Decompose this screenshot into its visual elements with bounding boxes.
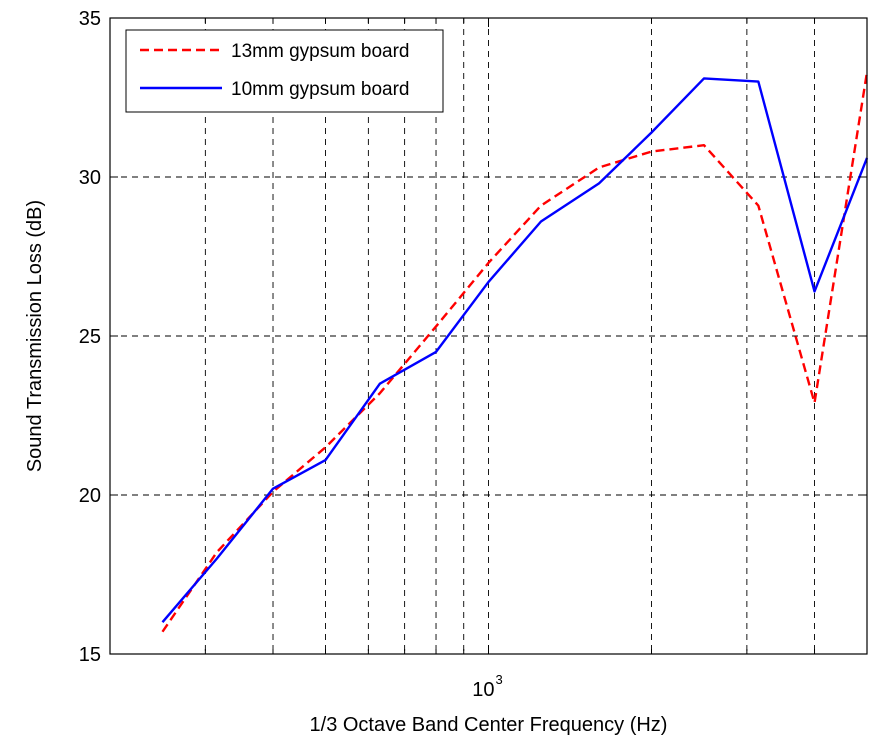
y-tick-label: 30 (79, 167, 101, 189)
legend-label-10mm: 10mm gypsum board (231, 79, 409, 100)
y-tick-label: 35 (79, 8, 101, 30)
y-axis-title: Sound Transmission Loss (dB) (24, 200, 46, 472)
series-line-1 (161, 77, 869, 623)
legend: 13mm gypsum board 10mm gypsum board (125, 29, 444, 113)
y-tick-label: 15 (79, 644, 101, 666)
axis-ticks (110, 17, 867, 655)
legend-box (125, 29, 444, 113)
legend-label-13mm: 13mm gypsum board (231, 41, 409, 62)
y-tick-label: 20 (79, 485, 101, 507)
series-lines (161, 71, 869, 633)
grid-lines (110, 18, 867, 654)
x-tick-label-base: 10 (472, 679, 494, 701)
x-axis-title: 1/3 Octave Band Center Frequency (Hz) (310, 714, 668, 736)
x-tick-label-exponent: 3 (496, 672, 503, 687)
axis-tick-labels: 15 20 25 30 35 (79, 8, 101, 666)
y-tick-label: 25 (79, 326, 101, 348)
